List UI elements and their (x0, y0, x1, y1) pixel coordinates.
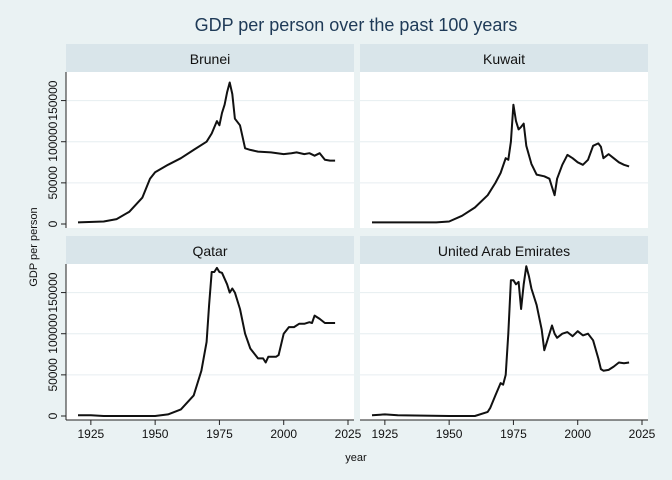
y-tick-label: 50000 (46, 166, 60, 200)
plot-area (360, 72, 648, 228)
plot-area (360, 264, 648, 420)
x-tick-label: 1925 (78, 427, 105, 441)
x-tick-label: 2000 (270, 427, 297, 441)
y-axis-label: GDP per person (28, 207, 40, 286)
x-tick-label: 1975 (206, 427, 233, 441)
panel-united-arab-emirates: United Arab Emirates 1925 1950 1975 2000 2025 (360, 236, 656, 441)
y-tick-label: 150000 (46, 272, 60, 312)
x-axis-label: year (345, 452, 367, 464)
plot-area (66, 72, 354, 228)
x-tick-label: 2000 (564, 427, 591, 441)
panel-strip-label: United Arab Emirates (438, 243, 570, 259)
series-line-kuwait (372, 103, 630, 224)
panel-strip-label: Brunei (190, 51, 230, 67)
y-tick-label: 100000 (46, 121, 60, 161)
panel-strip (66, 236, 354, 264)
panels: Brunei050000100000150000KuwaitQatar05000… (46, 44, 656, 441)
x-tick-label: 2025 (335, 427, 362, 441)
x-tick-label: 1975 (500, 427, 527, 441)
panel-strip (360, 44, 648, 72)
y-tick-label: 50000 (46, 358, 60, 392)
x-tick-label: 1925 (372, 427, 399, 441)
series-line-qatar (78, 266, 336, 417)
y-tick-label: 100000 (46, 313, 60, 353)
panel-strip (360, 236, 648, 264)
chart-title: GDP per person over the past 100 years (195, 15, 518, 35)
x-tick-label: 1950 (142, 427, 169, 441)
panel-strip (66, 44, 354, 72)
x-tick-label: 2025 (629, 427, 656, 441)
panel-kuwait: Kuwait (360, 44, 648, 228)
y-tick-label: 150000 (46, 80, 60, 120)
series-line-united-arab-emirates (371, 265, 630, 417)
series-line-brunei (77, 81, 336, 224)
y-tick-label: 0 (46, 412, 60, 419)
y-tick-label: 0 (46, 220, 60, 227)
panel-strip-label: Qatar (192, 243, 227, 259)
x-tick-label: 1950 (436, 427, 463, 441)
panel-strip-label: Kuwait (483, 51, 525, 67)
